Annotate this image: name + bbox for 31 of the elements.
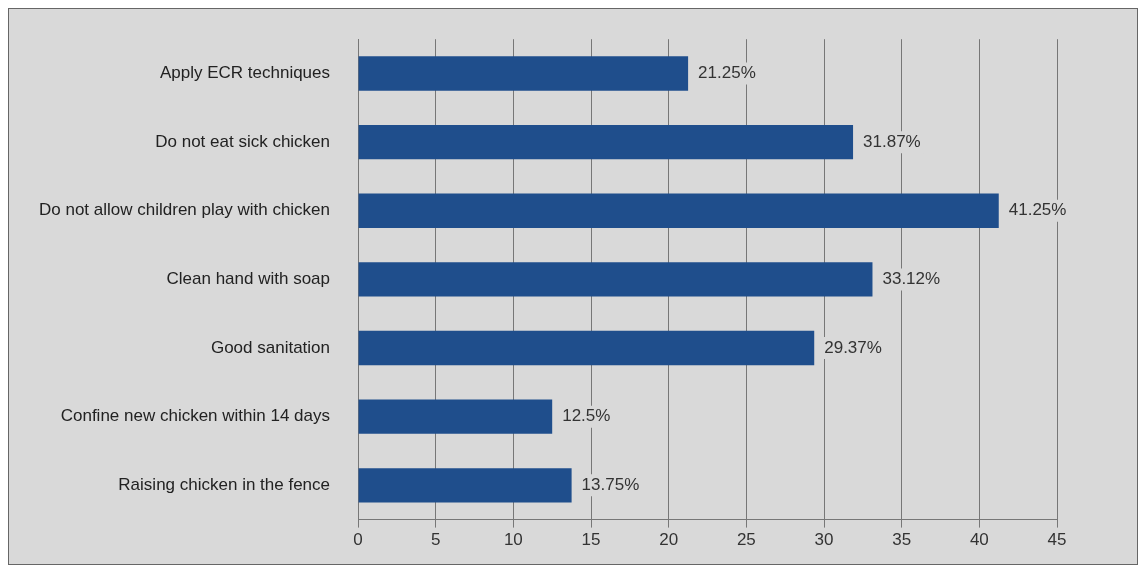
y-tick-label: Clean hand with soap [166, 269, 331, 289]
x-tick-label: 15 [581, 530, 601, 550]
x-tick-label: 20 [659, 530, 679, 550]
bar [358, 330, 815, 366]
data-label: 21.25% [698, 63, 756, 83]
bar [358, 468, 572, 503]
x-tick-label: 35 [892, 530, 912, 550]
x-tick-label: 45 [1047, 530, 1067, 550]
x-tick-label: 25 [736, 530, 756, 550]
x-tick-label: 10 [503, 530, 523, 550]
data-label: 12.5% [562, 406, 611, 426]
y-tick-label: Raising chicken in the fence [118, 474, 331, 494]
data-label: 31.87% [863, 131, 921, 151]
x-tick-label: 30 [814, 530, 834, 550]
x-tick-label: 40 [969, 530, 989, 550]
y-tick-label: Do not eat sick chicken [155, 131, 331, 151]
data-label: 41.25% [1008, 200, 1067, 220]
bar [358, 262, 873, 297]
y-tick-label: Confine new chicken within 14 days [60, 406, 331, 426]
data-label: 29.37% [824, 337, 882, 357]
x-tick-label: 5 [430, 530, 441, 550]
data-label: 33.12% [882, 269, 941, 289]
data-label: 13.75% [581, 474, 640, 494]
y-tick-label: Apply ECR techniques [159, 63, 331, 83]
bar [358, 124, 854, 160]
bar [358, 56, 689, 91]
bar [358, 193, 999, 228]
y-tick-label: Good sanitation [210, 337, 331, 357]
bar [358, 399, 553, 434]
y-tick-label: Do not allow children play with chicken [38, 200, 331, 220]
x-tick-label: 0 [353, 530, 363, 550]
